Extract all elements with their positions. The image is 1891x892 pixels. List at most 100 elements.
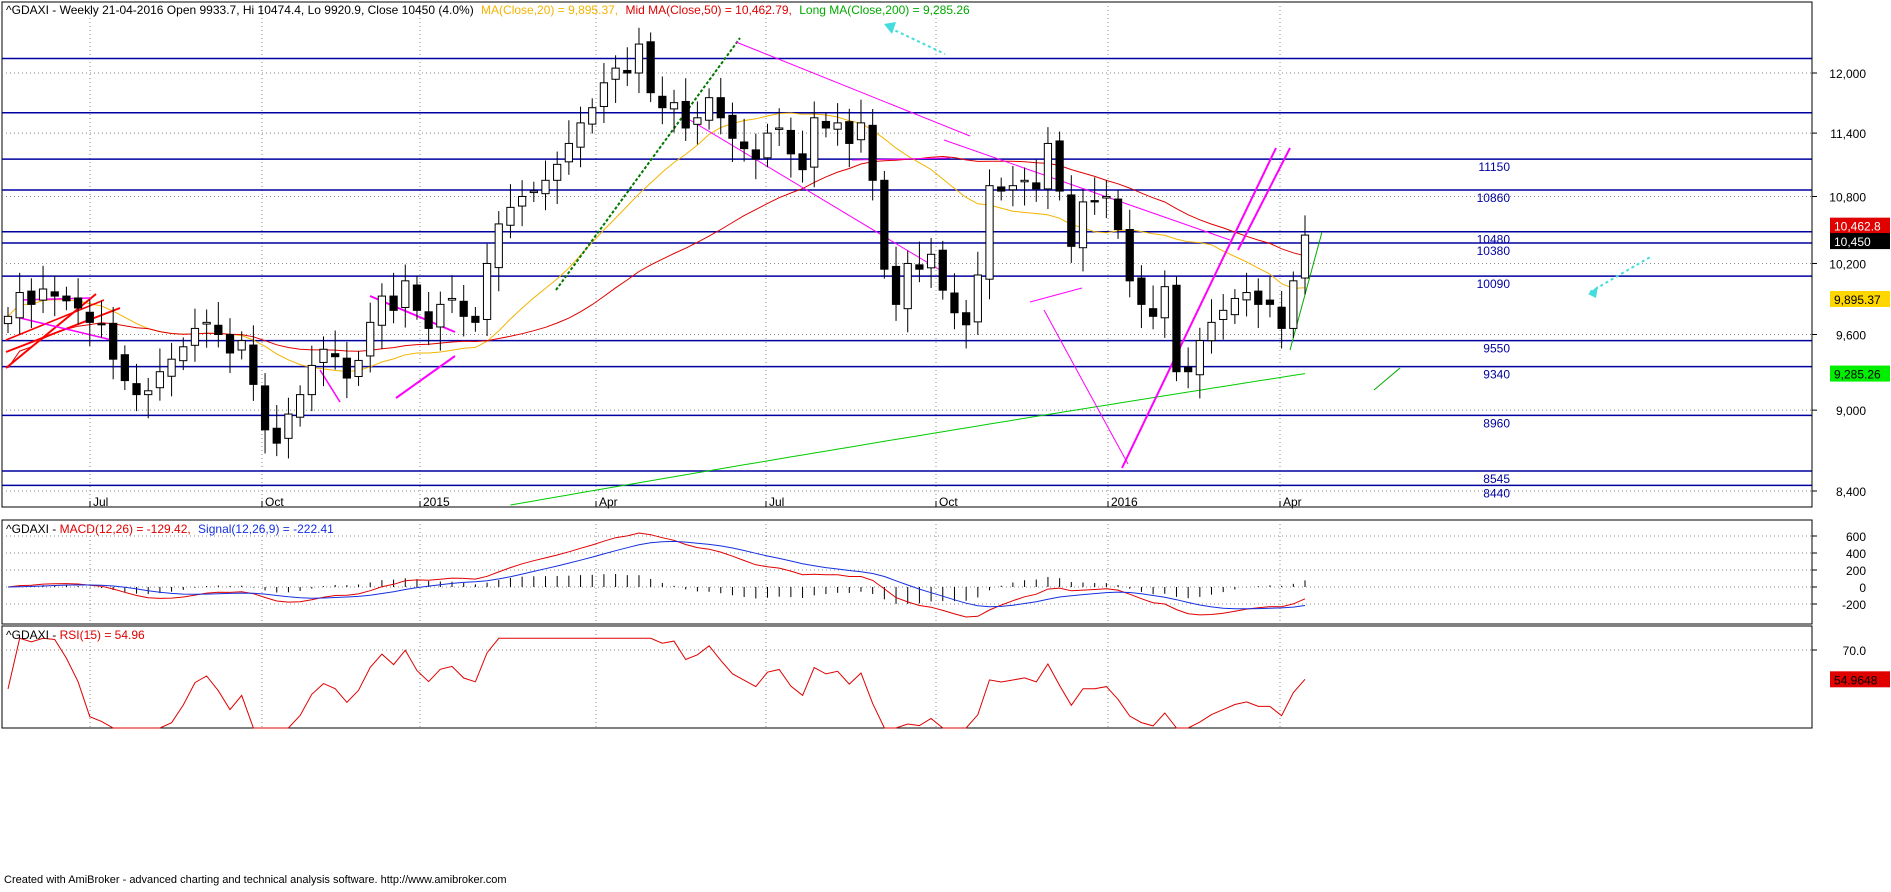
level-label: 11150 xyxy=(1478,160,1510,174)
candle-body xyxy=(1137,277,1146,305)
candle-body xyxy=(260,385,270,431)
candle-body xyxy=(973,274,982,323)
candlesticks xyxy=(3,27,1310,459)
candle-body xyxy=(938,249,947,291)
magenta-pattern xyxy=(1121,147,1277,469)
x-tick-label: Apr xyxy=(599,495,618,509)
candle-body xyxy=(1125,228,1134,282)
candle-body xyxy=(681,100,690,129)
candle-body xyxy=(1148,308,1158,317)
svg-text:^GDAXI - Weekly 21-04-2016 Ope: ^GDAXI - Weekly 21-04-2016 Open 9933.7, … xyxy=(6,3,970,17)
last-value-text: 10,450 xyxy=(1834,235,1871,249)
candle-body xyxy=(763,132,772,159)
candle-body xyxy=(716,97,725,119)
candle-body xyxy=(541,179,550,195)
price-tick-label: 9,000 xyxy=(1836,404,1866,418)
candle-body xyxy=(553,163,562,181)
macd-tick-label: 200 xyxy=(1846,564,1866,578)
candle-body xyxy=(845,121,854,144)
candle-body xyxy=(529,190,538,194)
candle-body xyxy=(73,297,83,309)
cyan-arrow xyxy=(1589,255,1653,293)
candle-body xyxy=(985,185,994,280)
price-tick-label: 9,600 xyxy=(1836,329,1866,343)
candle-body xyxy=(518,195,527,207)
candle-body xyxy=(623,69,632,74)
candle-body xyxy=(424,311,433,329)
pink-channel xyxy=(943,139,1231,241)
time-axis: Jul Oct 2015 Apr Jul Oct 2016 Apr xyxy=(89,495,1302,509)
ma20-header: MA(Close,20) = 9,895.37, xyxy=(481,3,618,17)
macd-tick-label: 0 xyxy=(1859,581,1866,595)
price-header-ticker: ^GDAXI - Weekly 21-04-2016 Open 9933.7, … xyxy=(6,3,474,17)
candle-body xyxy=(693,117,702,125)
macd-axis: -200 0 200 400 600 xyxy=(1811,520,1866,624)
candle-body xyxy=(997,186,1006,192)
candle-body xyxy=(669,102,679,110)
candle-body xyxy=(482,262,492,320)
price-axis: 8,400 9,000 9,600 10,200 10,800 11,400 12,000 xyxy=(1811,2,1866,507)
candle-body xyxy=(471,315,480,323)
ma50-line xyxy=(7,155,1306,369)
candle-body xyxy=(821,120,831,129)
level-label: 8440 xyxy=(1483,486,1510,500)
candle-body xyxy=(354,359,363,378)
candle-body xyxy=(1242,292,1251,301)
candle-body xyxy=(564,142,573,163)
candle-body xyxy=(1277,306,1286,329)
green-trendline xyxy=(555,37,741,291)
candle-body xyxy=(599,82,609,107)
candle-body xyxy=(284,413,293,439)
candle-body xyxy=(1195,340,1204,376)
red-trendline xyxy=(5,299,105,341)
magenta-pattern xyxy=(19,317,113,341)
candle-body xyxy=(1090,200,1099,203)
last-value-box xyxy=(1830,365,1890,382)
candle-body xyxy=(155,371,165,389)
macd-panel: -200 0 200 400 600 xyxy=(1,519,1866,625)
price-tick-label: 11,400 xyxy=(1830,127,1866,141)
candle-body xyxy=(926,253,936,269)
candle-body xyxy=(342,357,351,379)
macd-tick-label: -200 xyxy=(1842,598,1866,612)
ma200-line xyxy=(510,373,1306,506)
candle-body xyxy=(903,262,912,310)
candle-body xyxy=(950,292,959,314)
candle-body xyxy=(109,322,118,360)
pink-pattern xyxy=(851,157,951,161)
candle-body xyxy=(15,292,24,319)
candle-body xyxy=(214,324,223,336)
candle-body xyxy=(611,67,620,80)
level-label: 10480 xyxy=(1477,233,1511,247)
candle-body xyxy=(576,122,585,148)
price-tick-label: 10,200 xyxy=(1829,257,1866,271)
level-label: 10380 xyxy=(1477,244,1511,258)
candle-body xyxy=(1055,140,1064,192)
candle-body xyxy=(1043,142,1053,190)
candle-body xyxy=(144,390,153,396)
green-flag xyxy=(1289,231,1323,351)
candle-body xyxy=(447,297,457,301)
x-tick-label: Oct xyxy=(265,495,284,509)
candle-body xyxy=(249,344,258,385)
rsi-line xyxy=(7,637,1306,729)
x-tick-label: Jul xyxy=(769,495,784,509)
last-value-box xyxy=(1830,217,1890,234)
candle-body xyxy=(658,95,667,109)
candle-body xyxy=(307,364,316,396)
candle-body xyxy=(798,153,807,171)
candle-body xyxy=(728,114,737,139)
level-label: 10090 xyxy=(1477,277,1511,291)
signal-line xyxy=(7,540,1306,610)
trend-annotations xyxy=(5,22,1653,469)
candle-body xyxy=(1078,201,1088,249)
candle-body xyxy=(494,223,503,269)
candle-body xyxy=(1160,286,1169,319)
candle-body xyxy=(389,295,398,311)
candle-body xyxy=(331,353,340,358)
macd-lines xyxy=(7,532,1306,618)
pink-channel xyxy=(735,41,971,137)
ma200-header: Long MA(Close,200) = 9,285.26 xyxy=(799,3,970,17)
